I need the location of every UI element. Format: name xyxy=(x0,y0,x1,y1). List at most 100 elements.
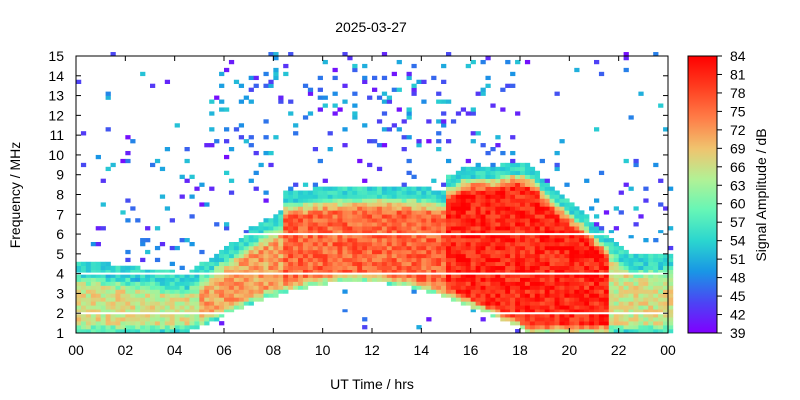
heatmap-cell xyxy=(248,253,254,259)
heatmap-cell xyxy=(544,281,550,286)
heatmap-cell xyxy=(495,210,501,215)
heatmap-cell xyxy=(500,269,506,274)
heatmap-cell xyxy=(288,253,294,259)
x-tick-label: 04 xyxy=(167,342,183,358)
heatmap-cell xyxy=(559,202,565,207)
heatmap-cell xyxy=(628,329,634,334)
heatmap-cell xyxy=(465,257,471,263)
heatmap-cell xyxy=(332,206,338,211)
heatmap-cell xyxy=(164,289,171,294)
heatmap-cell xyxy=(480,305,486,310)
heatmap-cell xyxy=(381,269,388,274)
heatmap-cell xyxy=(613,317,619,322)
heatmap-cell xyxy=(589,269,595,274)
heatmap-cell xyxy=(293,273,299,278)
heatmap-cell xyxy=(475,194,481,199)
heatmap-cell xyxy=(135,325,141,330)
heatmap-cell xyxy=(396,206,402,211)
heatmap-cell xyxy=(465,202,471,207)
heatmap-cell xyxy=(406,269,412,274)
heatmap-cell xyxy=(446,139,452,144)
heatmap-cell xyxy=(436,245,442,251)
heatmap-cell xyxy=(584,285,590,290)
heatmap-cell xyxy=(105,269,111,274)
heatmap-cell xyxy=(396,277,402,282)
heatmap-cell xyxy=(332,249,338,255)
heatmap-cell xyxy=(608,273,615,278)
heatmap-cell xyxy=(559,226,565,231)
heatmap-cell xyxy=(426,261,432,267)
heatmap-cell xyxy=(80,261,87,267)
heatmap-cell xyxy=(574,249,580,255)
heatmap-cell xyxy=(480,222,486,227)
heatmap-cell xyxy=(278,222,284,227)
heatmap-cell xyxy=(317,186,323,191)
heatmap-cell xyxy=(263,135,269,140)
heatmap-cell xyxy=(273,218,279,223)
heatmap-cell xyxy=(470,305,476,310)
heatmap-cell xyxy=(238,83,245,88)
heatmap-cell xyxy=(209,313,215,318)
heatmap-cell xyxy=(490,210,496,215)
heatmap-cell xyxy=(539,186,545,191)
heatmap-cell xyxy=(169,321,175,326)
heatmap-cell xyxy=(426,269,432,274)
heatmap-cell xyxy=(248,257,254,263)
heatmap-cell xyxy=(337,261,343,267)
heatmap-cell xyxy=(524,174,531,179)
heatmap-cell xyxy=(450,214,457,219)
heatmap-cell xyxy=(362,186,368,191)
heatmap-cell xyxy=(219,71,225,77)
heatmap-cell xyxy=(332,253,338,259)
heatmap-cell xyxy=(421,214,427,219)
heatmap-cell xyxy=(179,277,185,282)
heatmap-cell xyxy=(219,285,225,290)
heatmap-cell xyxy=(293,131,299,136)
heatmap-cell xyxy=(347,230,353,235)
heatmap-cell xyxy=(574,285,580,290)
y-tick-label: 15 xyxy=(48,48,64,64)
heatmap-cell xyxy=(579,226,585,231)
heatmap-cell xyxy=(460,289,467,294)
heatmap-cell xyxy=(391,226,397,231)
heatmap-cell xyxy=(194,273,200,278)
heatmap-cell xyxy=(465,190,471,195)
heatmap-cell xyxy=(214,305,220,310)
heatmap-cell xyxy=(544,297,550,302)
heatmap-cell xyxy=(362,245,368,251)
heatmap-cell xyxy=(219,261,225,267)
heatmap-cell xyxy=(164,317,171,322)
heatmap-cell xyxy=(441,269,447,274)
heatmap-cell xyxy=(510,210,516,215)
heatmap-cell xyxy=(224,139,230,144)
heatmap-cell xyxy=(273,67,279,73)
heatmap-cell xyxy=(352,186,358,191)
heatmap-cell xyxy=(436,139,442,144)
heatmap-cell xyxy=(594,257,600,263)
heatmap-cell xyxy=(283,241,289,247)
heatmap-cell xyxy=(90,261,97,267)
heatmap-cell xyxy=(549,261,555,267)
heatmap-cell xyxy=(638,261,644,267)
heatmap-cell xyxy=(480,301,486,306)
heatmap-cell xyxy=(115,309,121,314)
heatmap-cell xyxy=(273,281,279,286)
heatmap-cell xyxy=(174,301,180,306)
heatmap-cell xyxy=(500,289,506,294)
heatmap-cell xyxy=(362,198,368,203)
heatmap-cell xyxy=(554,222,560,227)
heatmap-cell xyxy=(411,249,417,255)
heatmap-cell xyxy=(446,285,452,290)
heatmap-cell xyxy=(401,147,407,152)
heatmap-cell xyxy=(386,99,393,104)
heatmap-cell xyxy=(80,273,87,278)
heatmap-cell xyxy=(312,245,319,251)
heatmap-cell xyxy=(258,230,264,235)
heatmap-cell xyxy=(549,194,555,199)
heatmap-cell xyxy=(534,273,541,278)
heatmap-cell xyxy=(603,234,610,239)
heatmap-cell xyxy=(608,309,615,314)
heatmap-cell xyxy=(135,289,141,294)
heatmap-cell xyxy=(475,238,481,243)
heatmap-cell xyxy=(312,273,319,278)
